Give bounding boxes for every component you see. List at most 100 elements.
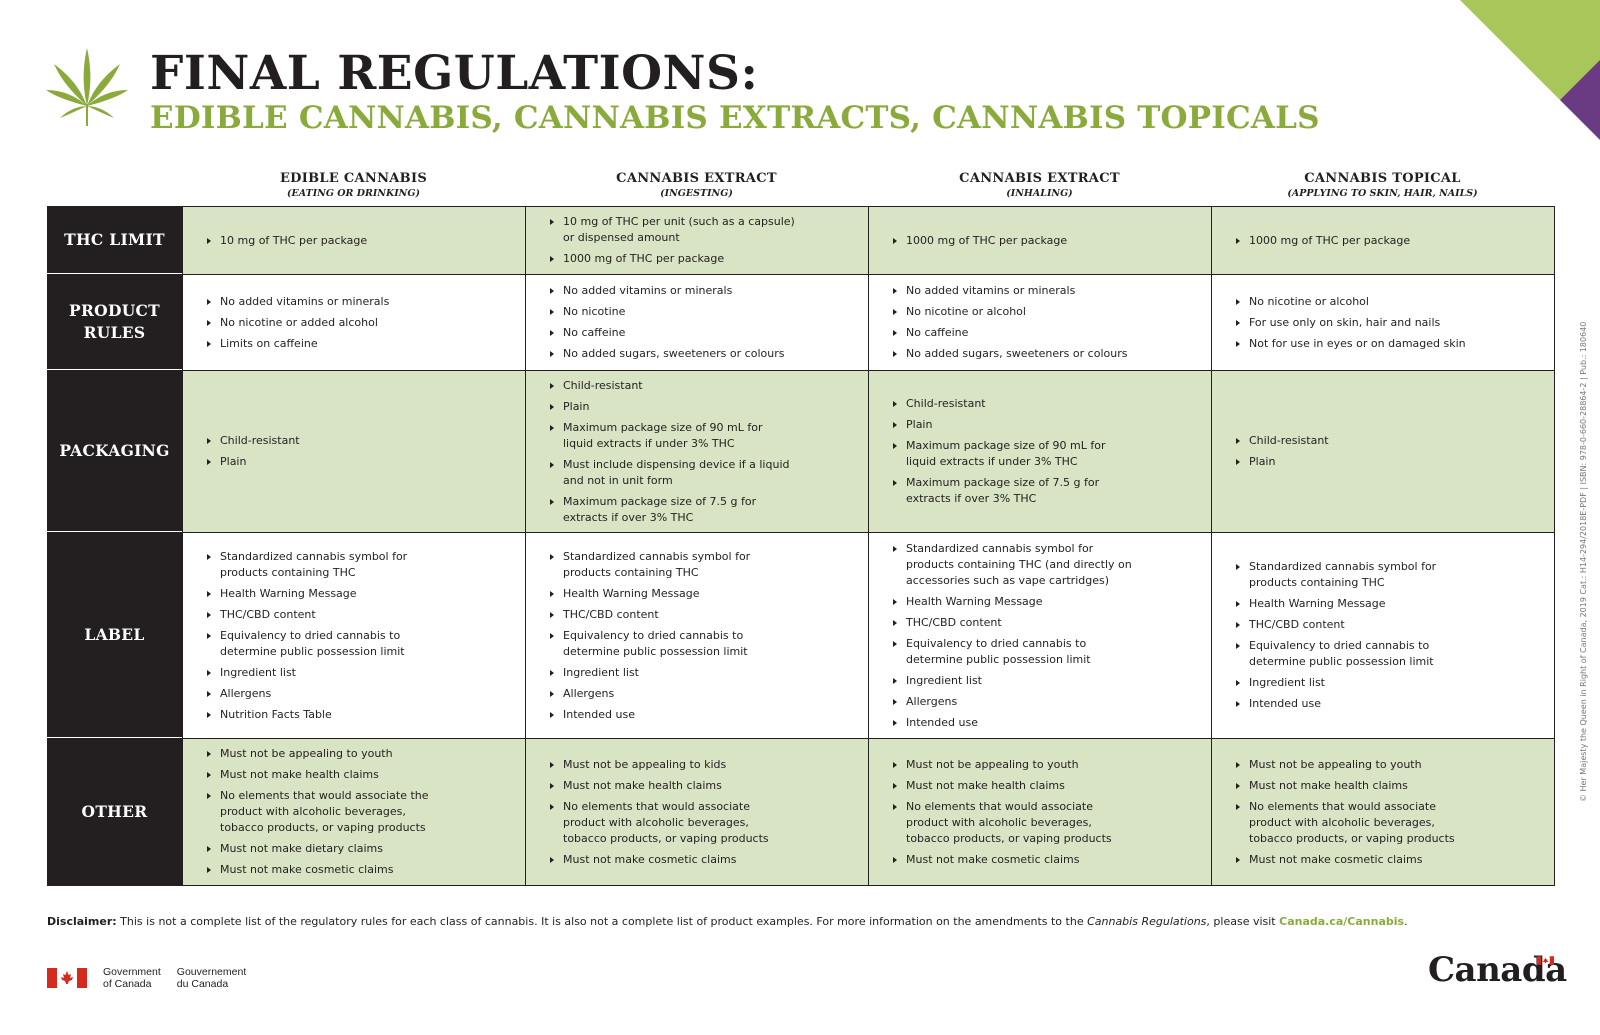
canada-flag-icon [47, 968, 87, 988]
bullet-list: Must not be appealing to youth Must not m… [893, 752, 1138, 873]
table-row-product-rules: PRODUCT RULES No added vitamins or minera… [47, 275, 1554, 371]
list-item: Must not make health claims [893, 778, 1138, 794]
column-header-topical: CANNABIS TOPICAL (APPLYING TO SKIN, HAIR… [1211, 171, 1554, 200]
table-cell: Must not be appealing to youth Must not m… [182, 739, 525, 885]
list-item: No elements that would associate the pro… [207, 788, 452, 836]
row-label: PACKAGING [47, 371, 182, 532]
table-cell: Standardized cannabis symbol for product… [868, 533, 1211, 738]
table-cell: No added vitamins or minerals No nicotine… [525, 275, 868, 370]
table-cell: 1000 mg of THC per package [1211, 207, 1554, 274]
list-item: Nutrition Facts Table [207, 707, 452, 723]
list-item: No elements that would associate product… [1236, 799, 1481, 847]
list-item: Ingredient list [550, 665, 795, 681]
table-cell: Child-resistant Plain [182, 371, 525, 532]
row-label: THC LIMIT [47, 207, 182, 274]
column-title: EDIBLE CANNABIS [279, 171, 428, 186]
list-item: THC/CBD content [550, 607, 795, 623]
list-item: Must not make cosmetic claims [1236, 852, 1481, 868]
bullet-list: No nicotine or alcohol For use only on sk… [1236, 289, 1466, 357]
list-item: Intended use [1236, 696, 1481, 712]
list-item: Standardized cannabis symbol for product… [550, 549, 795, 581]
gouvernement-du-canada-text: Gouvernement du Canada [176, 966, 247, 990]
table-cell: Must not be appealing to youth Must not m… [1211, 739, 1554, 885]
list-item: Must not make cosmetic claims [550, 852, 795, 868]
government-signature: Government of Canada Gouvernement du Can… [47, 966, 262, 990]
list-item: Plain [550, 399, 795, 415]
list-item: Ingredient list [1236, 675, 1481, 691]
list-item: Limits on caffeine [207, 336, 389, 352]
list-item: Ingredient list [207, 665, 452, 681]
list-item: Equivalency to dried cannabis to determi… [550, 628, 795, 660]
list-item: Maximum package size of 7.5 g for extrac… [550, 494, 795, 526]
bullet-list: Child-resistant Plain [207, 428, 300, 475]
table-cell: Standardized cannabis symbol for product… [182, 533, 525, 738]
list-item: Not for use in eyes or on damaged skin [1236, 336, 1466, 352]
bullet-list: 10 mg of THC per unit (such as a capsule… [550, 209, 795, 272]
list-item: 1000 mg of THC per package [1236, 233, 1410, 249]
column-title: CANNABIS EXTRACT [959, 171, 1120, 186]
table-cell: 10 mg of THC per unit (such as a capsule… [525, 207, 868, 274]
list-item: Must not make cosmetic claims [893, 852, 1138, 868]
list-item: 1000 mg of THC per package [893, 233, 1067, 249]
bullet-list: No added vitamins or minerals No nicotine… [893, 278, 1127, 367]
bullet-list: Standardized cannabis symbol for product… [550, 544, 795, 728]
list-item: Allergens [893, 694, 1138, 710]
publication-note: © Her Majesty the Queen in Right of Cana… [1578, 302, 1590, 802]
list-item: Must not be appealing to youth [893, 757, 1138, 773]
list-item: THC/CBD content [207, 607, 452, 623]
table-cell: No added vitamins or minerals No nicotine… [182, 275, 525, 370]
page-title: FINAL REGULATIONS: [150, 46, 759, 101]
bullet-list: Standardized cannabis symbol for product… [207, 544, 452, 728]
list-item: No nicotine or alcohol [1236, 294, 1466, 310]
table-cell: Must not be appealing to youth Must not m… [868, 739, 1211, 885]
column-header-extract-inhaling: CANNABIS EXTRACT (INHALING) [868, 171, 1211, 200]
list-item: No caffeine [893, 325, 1127, 341]
list-item: Health Warning Message [550, 586, 795, 602]
list-item: No nicotine [550, 304, 784, 320]
bullet-list: 1000 mg of THC per package [1236, 228, 1410, 254]
list-item: Ingredient list [893, 673, 1138, 689]
page-subtitle: EDIBLE CANNABIS, CANNABIS EXTRACTS, CANN… [150, 100, 1320, 136]
bullet-list: Child-resistant Plain [1236, 428, 1329, 475]
list-item: Health Warning Message [1236, 596, 1481, 612]
list-item: Maximum package size of 7.5 g for extrac… [893, 475, 1138, 507]
bullet-list: Standardized cannabis symbol for product… [1236, 554, 1481, 717]
disclaimer-text: This is not a complete list of the regul… [116, 915, 1088, 928]
column-title: CANNABIS TOPICAL [1304, 171, 1461, 186]
bullet-list: Standardized cannabis symbol for product… [893, 536, 1138, 736]
list-item: 10 mg of THC per package [207, 233, 367, 249]
bullet-list: Child-resistant Plain Maximum package size… [550, 373, 795, 531]
list-item: Intended use [893, 715, 1138, 731]
list-item: No elements that would associate product… [550, 799, 795, 847]
list-item: No elements that would associate product… [893, 799, 1138, 847]
column-subtitle: (APPLYING TO SKIN, HAIR, NAILS) [1287, 188, 1478, 199]
list-item: Child-resistant [207, 433, 300, 449]
table-cell: 1000 mg of THC per package [868, 207, 1211, 274]
list-item: Must not make health claims [1236, 778, 1481, 794]
list-item: Allergens [207, 686, 452, 702]
list-item: No added vitamins or minerals [207, 294, 389, 310]
bullet-list: No added vitamins or minerals No nicotine… [207, 289, 389, 357]
wordmark-flag-icon [1537, 956, 1554, 965]
list-item: No nicotine or added alcohol [207, 315, 389, 331]
table-row-packaging: PACKAGING Child-resistant Plain Child-resis… [47, 371, 1554, 533]
table-row-other: OTHER Must not be appealing to youth Must … [47, 739, 1554, 885]
list-item: Maximum package size of 90 mL for liquid… [550, 420, 795, 452]
list-item: No added sugars, sweeteners or colours [893, 346, 1127, 362]
list-item: Must not be appealing to youth [207, 746, 452, 762]
regulations-table: THC LIMIT 10 mg of THC per package 10 mg o… [47, 206, 1555, 886]
bullet-list: No added vitamins or minerals No nicotine… [550, 278, 784, 367]
list-item: Plain [207, 454, 300, 470]
disclaimer-text-2: , please visit [1206, 915, 1280, 928]
table-cell: Standardized cannabis symbol for product… [1211, 533, 1554, 738]
disclaimer-italic: Cannabis Regulations [1087, 915, 1207, 928]
list-item: Must not make health claims [207, 767, 452, 783]
list-item: Must not be appealing to kids [550, 757, 795, 773]
canada-cannabis-link[interactable]: Canada.ca/Cannabis [1279, 915, 1405, 928]
list-item: Standardized cannabis symbol for product… [893, 541, 1138, 589]
table-cell: Must not be appealing to kids Must not ma… [525, 739, 868, 885]
list-item: Must not be appealing to youth [1236, 757, 1481, 773]
table-row-thc-limit: THC LIMIT 10 mg of THC per package 10 mg o… [47, 207, 1554, 275]
column-subtitle: (INHALING) [1006, 188, 1073, 199]
table-cell: Child-resistant Plain Maximum package size… [525, 371, 868, 532]
